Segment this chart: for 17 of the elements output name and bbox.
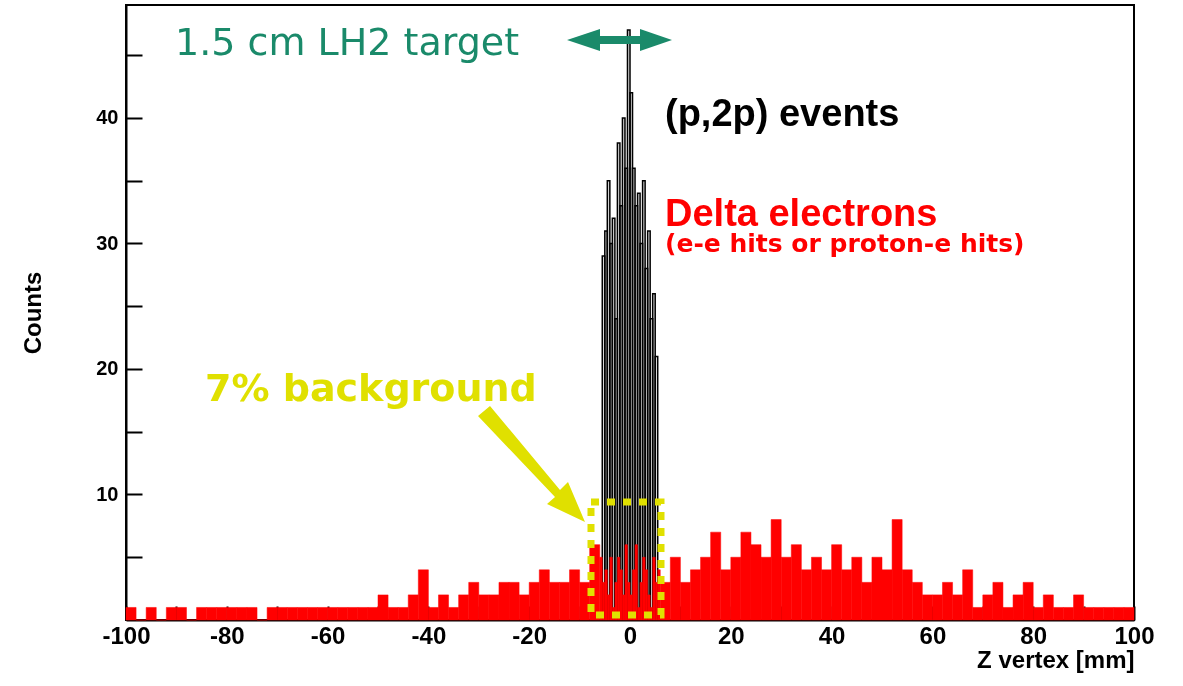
x-tick-label: -60 [310, 621, 346, 649]
x-tick-label: 60 [919, 621, 947, 649]
y-tick-label: 40 [96, 106, 119, 129]
x-tick-label: 40 [818, 621, 846, 649]
x-tick-label: -100 [102, 621, 151, 649]
y-tick-label: 10 [96, 482, 119, 505]
x-tick-label: 20 [717, 621, 745, 649]
x-tick-label: -80 [209, 621, 245, 649]
y-axis-title: Counts [19, 271, 47, 355]
series-label: (p,2p) events [665, 92, 900, 134]
y-tick-label: 20 [96, 357, 119, 380]
annotation: 1.5 cm LH2 target [175, 20, 520, 64]
x-tick-label: -20 [512, 621, 548, 649]
x-tick-label: -40 [411, 621, 447, 649]
y-tick-label: 30 [96, 231, 119, 254]
annotation: 7% background [205, 366, 537, 410]
x-tick-label: 0 [623, 621, 638, 649]
